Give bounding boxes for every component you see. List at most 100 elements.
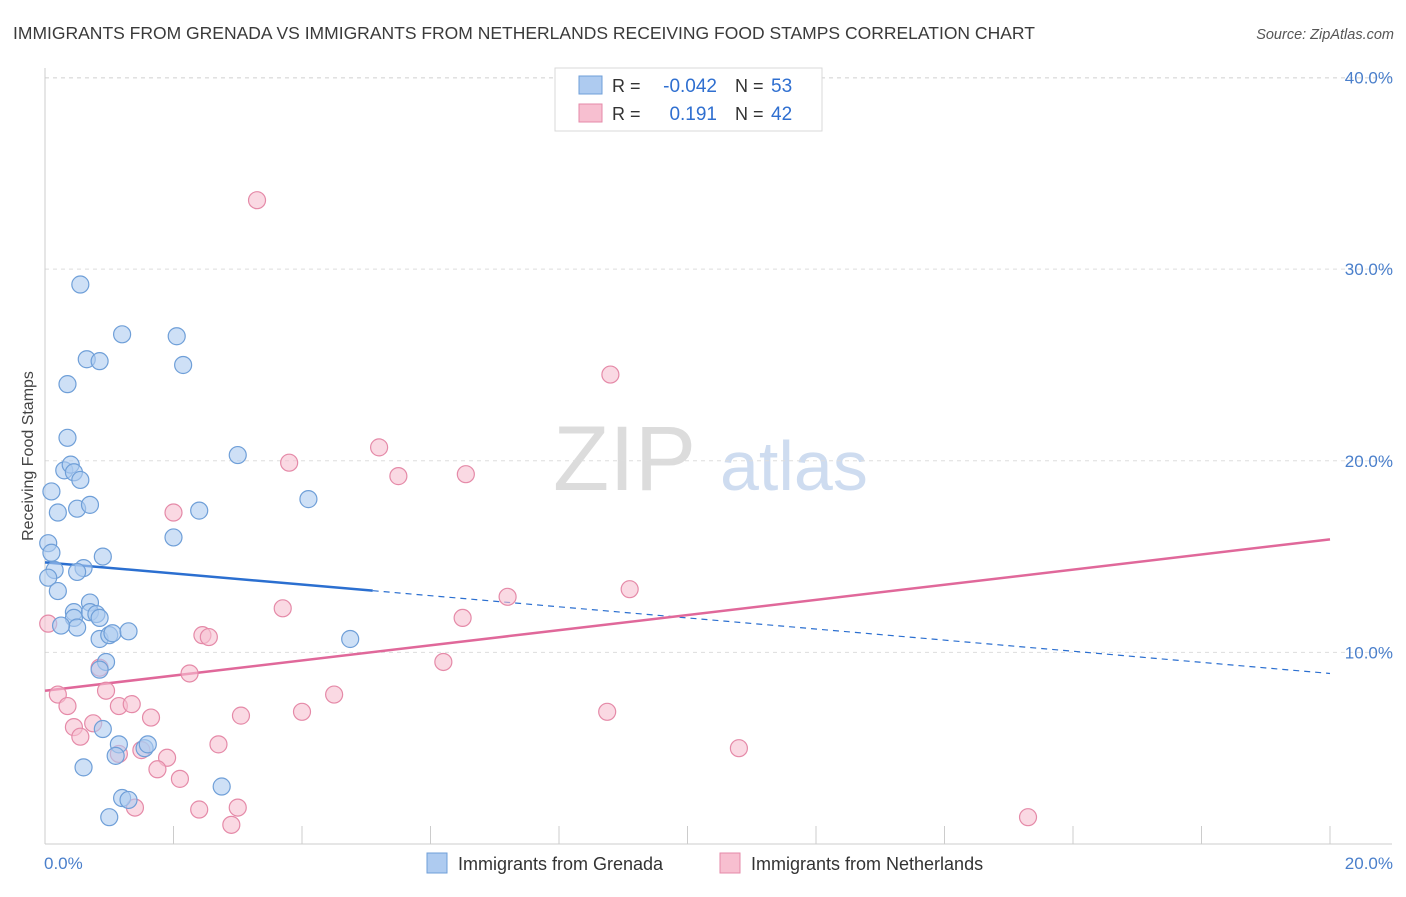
point-netherlands <box>148 760 167 779</box>
point-netherlands <box>280 453 299 472</box>
point-netherlands <box>370 438 389 457</box>
x-tick-marks <box>44 826 1331 844</box>
y-tick-label-30: 30.0% <box>1345 260 1393 279</box>
point-grenada <box>106 746 125 765</box>
point-grenada <box>71 470 90 490</box>
point-netherlands <box>434 652 453 672</box>
point-grenada <box>90 608 109 628</box>
stats-n-label-netherlands: N = <box>735 104 764 124</box>
point-netherlands <box>209 735 228 754</box>
point-grenada <box>167 327 186 346</box>
point-grenada <box>71 275 90 294</box>
point-grenada <box>74 758 93 777</box>
point-grenada <box>42 482 61 501</box>
point-netherlands <box>601 365 620 384</box>
stats-n-value-netherlands: 42 <box>771 104 792 125</box>
point-grenada <box>341 629 360 649</box>
point-netherlands <box>620 580 639 599</box>
point-netherlands <box>456 465 475 484</box>
stats-swatch-grenada <box>578 75 603 95</box>
point-netherlands <box>273 599 292 618</box>
point-grenada <box>58 375 77 394</box>
point-grenada <box>119 790 138 810</box>
point-netherlands <box>598 702 617 721</box>
stats-n-label-grenada: N = <box>735 76 764 96</box>
watermark-atlas: atlas <box>720 427 868 505</box>
stats-r-label-grenada: R = <box>612 76 641 96</box>
x-tick-label-max: 20.0% <box>1345 854 1393 873</box>
point-grenada <box>48 581 67 601</box>
stats-swatch-netherlands <box>578 103 603 123</box>
point-netherlands <box>325 685 344 704</box>
point-grenada <box>228 445 247 465</box>
point-grenada <box>42 543 61 562</box>
stats-r-value-grenada: -0.042 <box>663 76 717 97</box>
legend-swatch-grenada <box>426 852 448 874</box>
chart-title: IMMIGRANTS FROM GRENADA VS IMMIGRANTS FR… <box>13 23 1035 43</box>
point-grenada <box>138 735 157 754</box>
stats-r-label-netherlands: R = <box>612 104 641 124</box>
point-grenada <box>58 428 77 447</box>
point-grenada <box>51 616 71 635</box>
y-tick-label-20: 20.0% <box>1345 452 1393 471</box>
watermark-zip: ZIP <box>553 408 696 510</box>
point-netherlands <box>228 798 247 817</box>
point-netherlands <box>199 627 218 647</box>
point-grenada <box>174 355 193 375</box>
point-grenada <box>68 562 87 582</box>
trend-line-grenada-dashed <box>372 590 1331 675</box>
point-netherlands <box>180 664 199 683</box>
y-tick-label-40: 40.0% <box>1345 69 1393 88</box>
point-grenada <box>48 503 67 522</box>
point-netherlands <box>222 815 241 834</box>
point-grenada <box>164 528 183 547</box>
point-grenada <box>80 495 100 514</box>
source-label: Source: ZipAtlas.com <box>1256 27 1394 43</box>
point-grenada <box>103 624 122 643</box>
scatter-points <box>39 191 1038 834</box>
point-grenada <box>119 622 138 641</box>
point-netherlands <box>1018 808 1038 827</box>
y-tick-label-10: 10.0% <box>1345 643 1393 662</box>
axes <box>44 68 1392 845</box>
legend-label-netherlands: Immigrants from Netherlands <box>751 854 983 874</box>
legend-swatch-netherlands <box>719 852 741 874</box>
point-netherlands <box>389 467 408 486</box>
point-netherlands <box>71 727 90 746</box>
point-netherlands <box>498 587 517 606</box>
point-grenada <box>39 568 58 587</box>
point-grenada <box>100 808 119 827</box>
zipatlas-watermark: ZIP atlas <box>553 408 868 510</box>
y-axis-label: Receiving Food Stamps <box>20 371 37 541</box>
point-grenada <box>93 547 112 566</box>
point-netherlands <box>170 769 190 788</box>
point-netherlands <box>164 503 183 522</box>
trend-line-grenada-solid <box>44 561 373 592</box>
bottom-legend: Immigrants from Grenada Immigrants from … <box>426 852 983 874</box>
point-grenada <box>90 352 109 371</box>
legend-label-grenada: Immigrants from Grenada <box>458 854 664 874</box>
stats-legend: R = -0.042 N = 53 R = 0.191 N = 42 <box>554 67 823 132</box>
point-grenada <box>299 490 318 509</box>
point-netherlands <box>122 695 141 714</box>
grid-lines <box>45 77 1392 653</box>
point-netherlands <box>58 696 77 716</box>
point-grenada <box>90 660 109 679</box>
point-netherlands <box>96 681 116 700</box>
trend-lines <box>44 538 1331 692</box>
point-grenada <box>190 501 209 520</box>
point-grenada <box>93 719 112 739</box>
point-grenada <box>112 325 132 344</box>
point-netherlands <box>453 608 472 628</box>
point-netherlands <box>729 739 749 758</box>
point-netherlands <box>141 708 161 727</box>
point-netherlands <box>247 191 267 210</box>
point-grenada <box>68 618 87 637</box>
stats-n-value-grenada: 53 <box>771 76 792 97</box>
point-netherlands <box>292 702 312 721</box>
y-tick-labels: 10.0% 20.0% 30.0% 40.0% <box>1345 69 1393 663</box>
stats-r-value-netherlands: 0.191 <box>669 104 717 125</box>
point-netherlands <box>231 706 251 725</box>
